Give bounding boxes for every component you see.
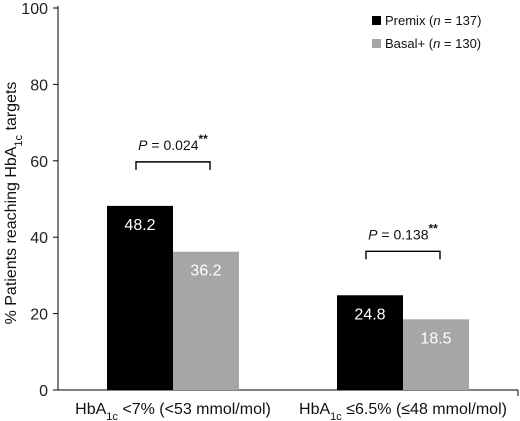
legend-swatch-premix	[372, 16, 381, 25]
y-axis-title: % Patients reaching HbA1c targets	[3, 82, 25, 325]
y-tick-label-60: 60	[30, 154, 48, 171]
bar-series1-cat1	[403, 319, 469, 390]
p-value-annotation-1: P = 0.138**	[368, 221, 438, 242]
y-tick-label-40: 40	[30, 230, 48, 247]
y-tick-label-100: 100	[21, 1, 48, 18]
legend: Premix (n = 137) Basal+ (n = 130)	[372, 13, 481, 51]
y-tick-label-20: 20	[30, 307, 48, 324]
legend-label-basal: Basal+ (n = 130)	[385, 36, 481, 51]
bar-series1-cat0	[173, 251, 239, 390]
p-value-annotation-0: P = 0.024**	[138, 132, 208, 153]
y-tick-label-0: 0	[39, 383, 48, 400]
category-label-0: HbA1c <7% (<53 mmol/mol)	[75, 401, 271, 421]
bar-series0-cat0	[107, 205, 173, 390]
legend-swatch-basal	[372, 39, 381, 48]
category-label-1: HbA1c ≤6.5% (≤48 mmol/mol)	[299, 401, 507, 421]
data-label-series1-cat1: 18.5	[420, 330, 451, 347]
significance-bracket-0	[135, 161, 211, 170]
bar-series0-cat1	[337, 295, 403, 390]
legend-label-premix: Premix (n = 137)	[385, 13, 481, 28]
y-tick-label-80: 80	[30, 77, 48, 94]
data-label-series0-cat0: 48.2	[124, 217, 155, 234]
significance-bracket-1	[365, 250, 441, 260]
data-label-series1-cat0: 36.2	[190, 263, 221, 280]
data-label-series0-cat1: 24.8	[354, 306, 385, 323]
